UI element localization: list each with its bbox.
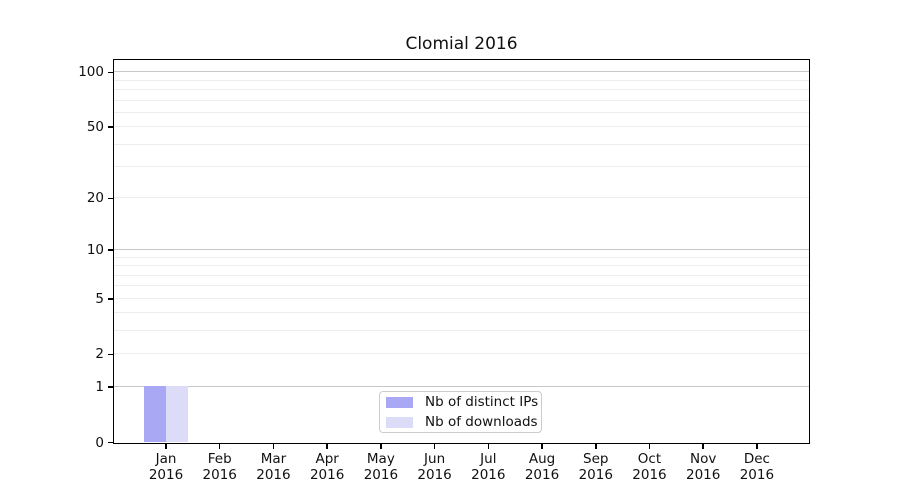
minor-gridline [114,88,809,90]
y-tick [108,386,113,388]
x-tick [380,444,382,449]
y-tick-label: 1 [95,378,104,395]
x-tick-label: Mar 2016 [256,451,291,483]
major-gridline [114,71,809,73]
minor-gridline [114,353,809,355]
y-tick [108,249,113,251]
major-gridline [114,249,809,251]
minor-gridline [114,79,809,81]
minor-gridline [114,143,809,145]
x-tick [702,444,704,449]
minor-gridline [114,111,809,113]
x-tick-label: Feb 2016 [202,451,237,483]
plot-area [113,59,810,444]
x-tick-label: Oct 2016 [632,451,667,483]
y-tick-label: 10 [86,242,104,259]
minor-gridline [114,297,809,299]
x-tick [648,444,651,449]
x-tick [165,444,167,449]
x-tick [326,444,328,449]
bar-jan-nb-of-distinct-ips [143,386,166,442]
x-tick-label: Sep 2016 [578,451,613,483]
y-tick [108,298,113,300]
legend-label-distinct-ips: Nb of distinct IPs [425,393,539,410]
y-tick [108,126,113,128]
y-tick-label: 0 [95,434,104,451]
y-tick-label: 50 [86,119,104,136]
y-tick [108,197,113,200]
x-tick-label: Jan 2016 [148,451,184,483]
y-tick [108,353,113,356]
minor-gridline [114,126,809,128]
y-tick-label: 100 [78,64,104,81]
chart-title: Clomial 2016 [405,34,518,54]
x-tick [595,444,597,449]
x-tick [487,444,490,449]
x-tick-label: Dec 2016 [739,451,775,483]
x-tick [218,444,221,449]
legend-swatch-downloads [386,416,413,428]
minor-gridline [114,256,809,258]
minor-gridline [114,166,809,168]
legend-item-downloads: Nb of downloads [386,413,538,431]
x-tick [756,444,758,449]
minor-gridline [114,265,809,267]
y-tick-label: 20 [86,190,104,207]
x-tick-label: Apr 2016 [309,451,345,483]
x-tick-label: Jun 2016 [417,451,452,483]
legend-swatch-distinct-ips [386,396,413,408]
y-tick [108,441,113,444]
x-tick-label: Jul 2016 [471,451,506,483]
y-tick [108,71,113,74]
x-tick-label: May 2016 [363,451,399,483]
minor-gridline [114,274,809,276]
legend: Nb of distinct IPs Nb of downloads [379,391,542,433]
major-gridline [114,385,809,387]
minor-gridline [114,99,809,101]
x-tick-label: Aug 2016 [524,451,560,483]
x-tick [541,444,543,449]
y-tick-label: 2 [95,346,104,363]
x-tick-label: Nov 2016 [686,451,721,483]
x-tick [272,444,275,449]
y-tick-label: 5 [95,290,104,307]
minor-gridline [114,312,809,314]
legend-label-downloads: Nb of downloads [425,413,538,430]
x-tick [433,444,436,449]
minor-gridline [114,285,809,287]
legend-item-distinct-ips: Nb of distinct IPs [386,393,539,411]
minor-gridline [114,197,809,199]
bar-jan-nb-of-downloads [165,386,188,442]
minor-gridline [114,330,809,332]
